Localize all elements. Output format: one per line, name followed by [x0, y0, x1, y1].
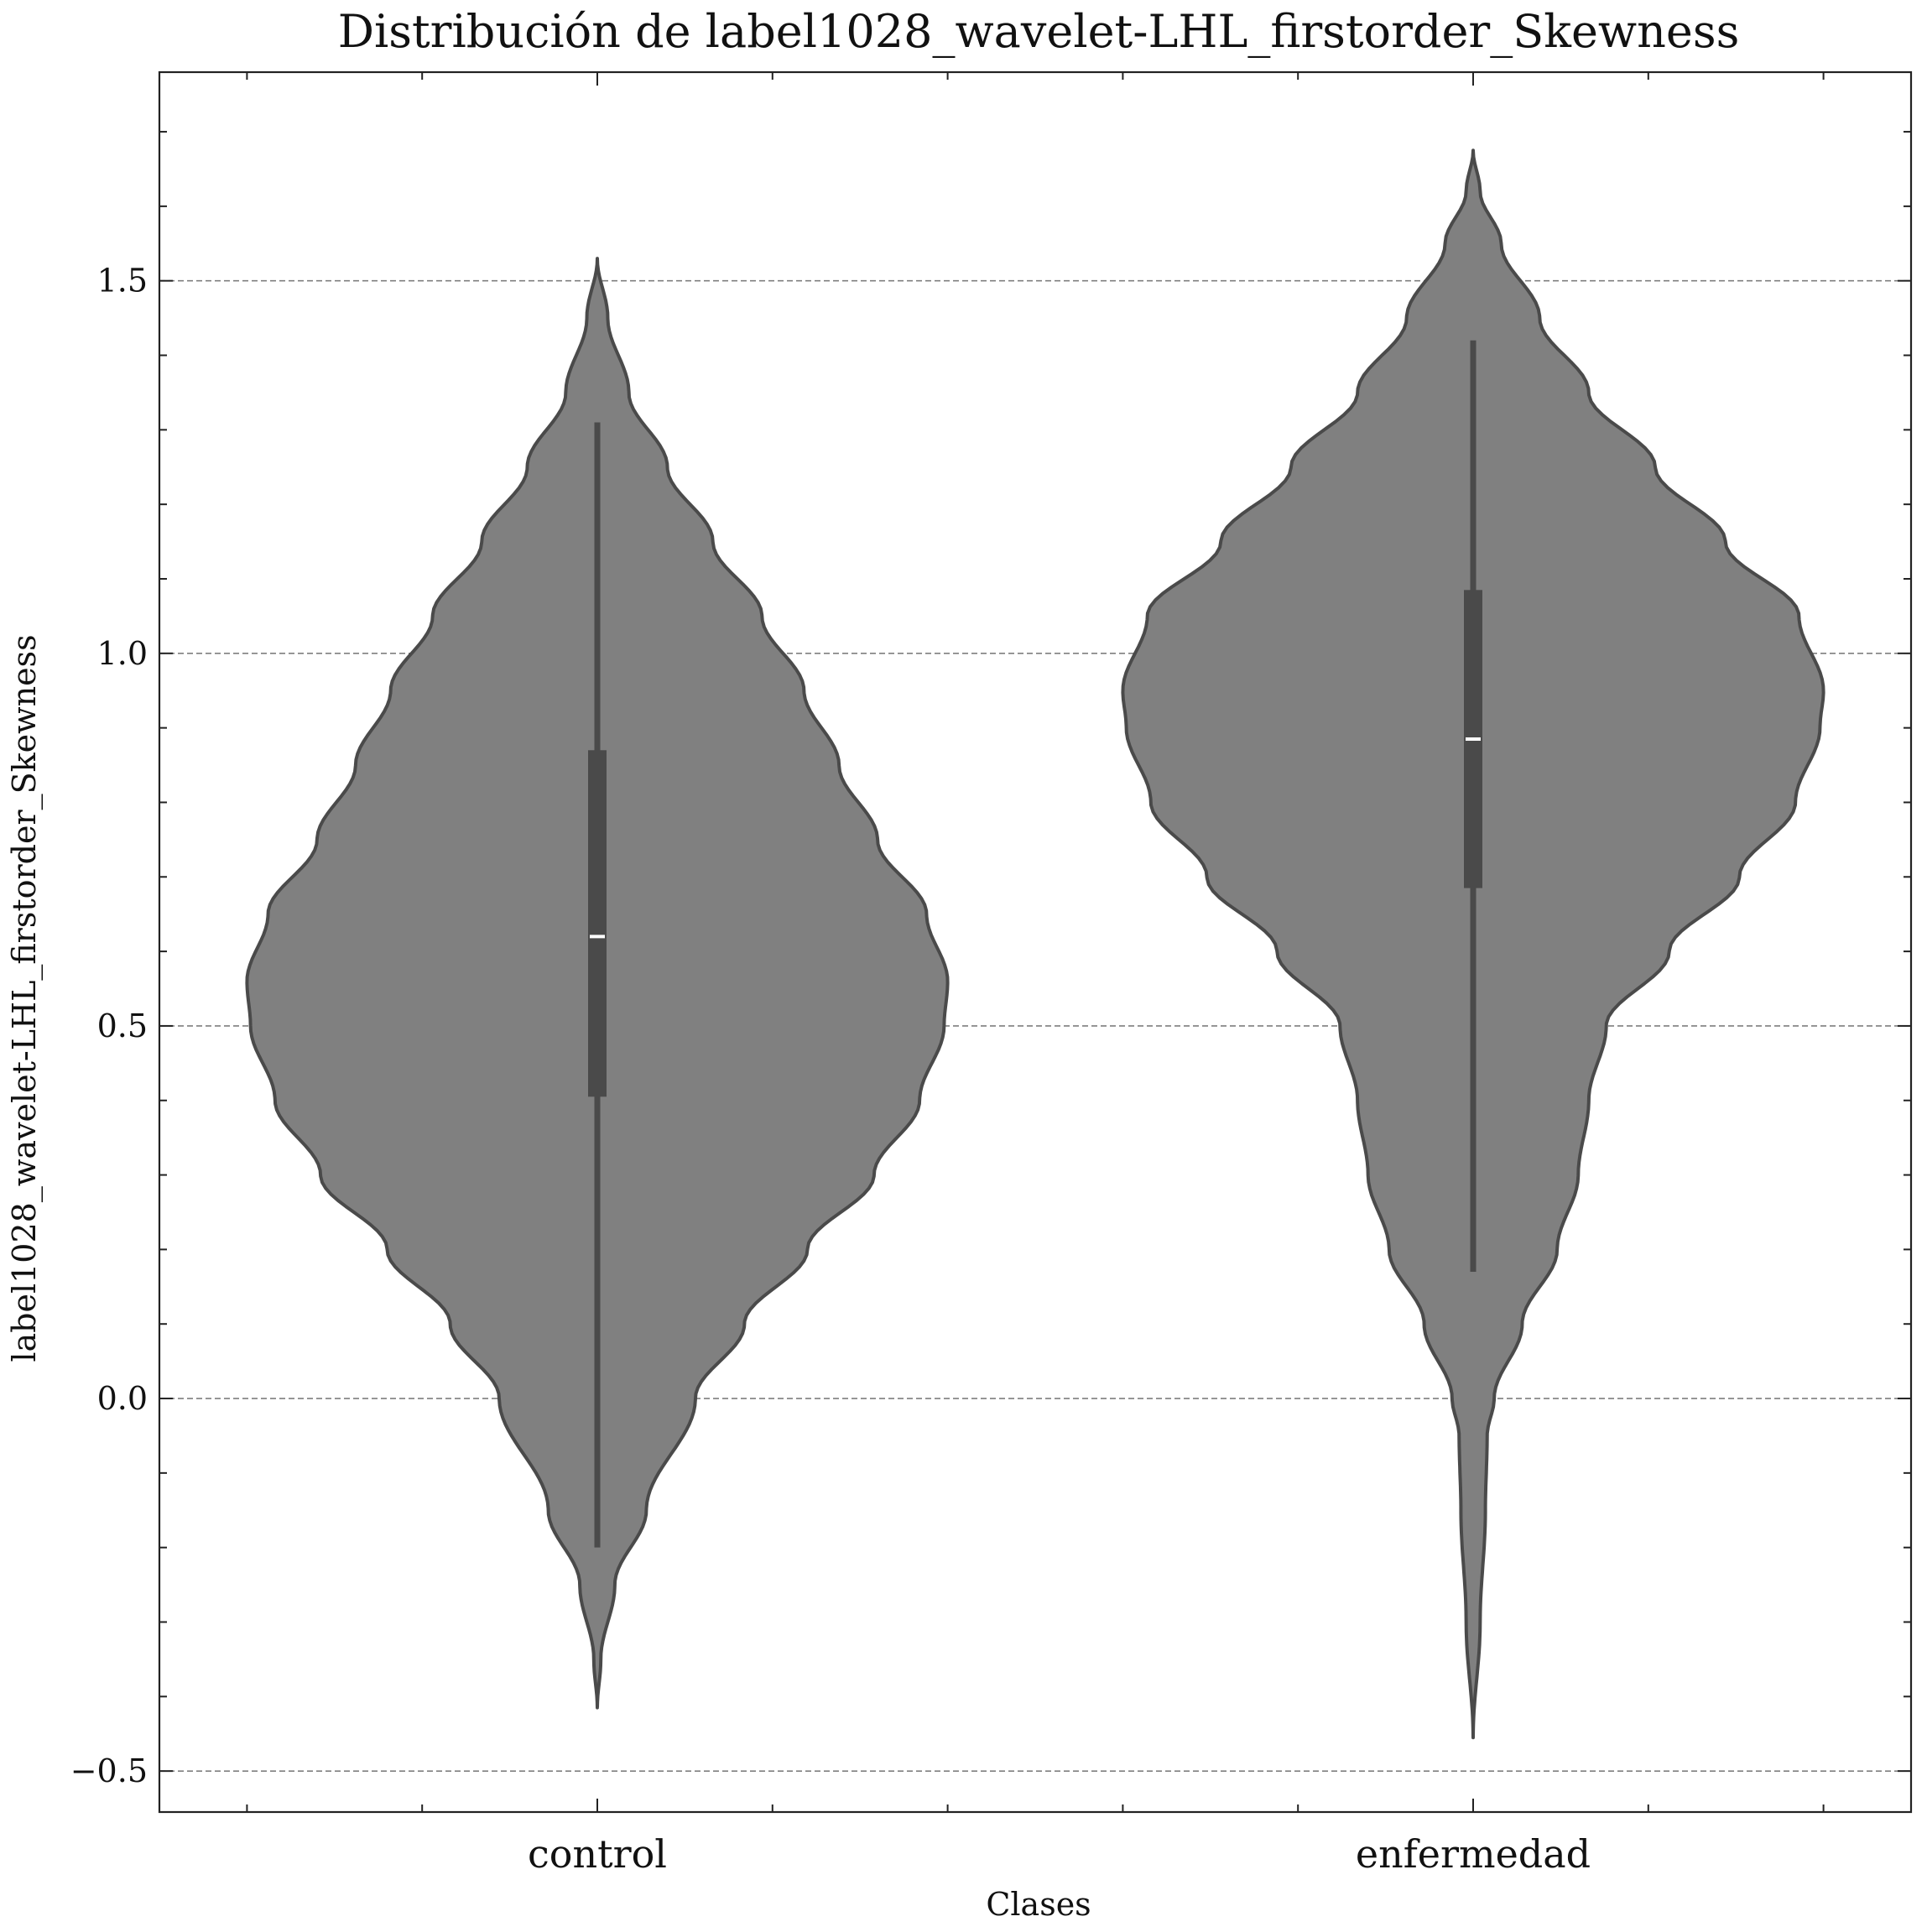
- y-tick-label-4: 1.5: [97, 263, 148, 299]
- x-tick-label-enfermedad: enfermedad: [1356, 1831, 1591, 1877]
- chart-title: Distribución de label1028_wavelet-LHL_fi…: [338, 5, 1740, 58]
- y-tick-label-0: −0.5: [70, 1752, 148, 1789]
- y-axis-label: label1028_wavelet-LHL_firstorder_Skewnes…: [6, 634, 44, 1362]
- x-axis-label: Clases: [986, 1886, 1091, 1923]
- y-tick-label-3: 1.0: [97, 635, 148, 672]
- x-tick-label-control: control: [528, 1831, 667, 1877]
- y-tick-label-1: 0.0: [97, 1380, 148, 1417]
- y-tick-label-2: 0.5: [97, 1008, 148, 1044]
- violins: [245, 148, 1825, 1740]
- plot-frame: [158, 70, 1913, 1814]
- iqr-box-control: [588, 750, 607, 1097]
- axes: −0.5 0.0 0.5 1.0 1.5 control enfermedad: [70, 70, 1913, 1877]
